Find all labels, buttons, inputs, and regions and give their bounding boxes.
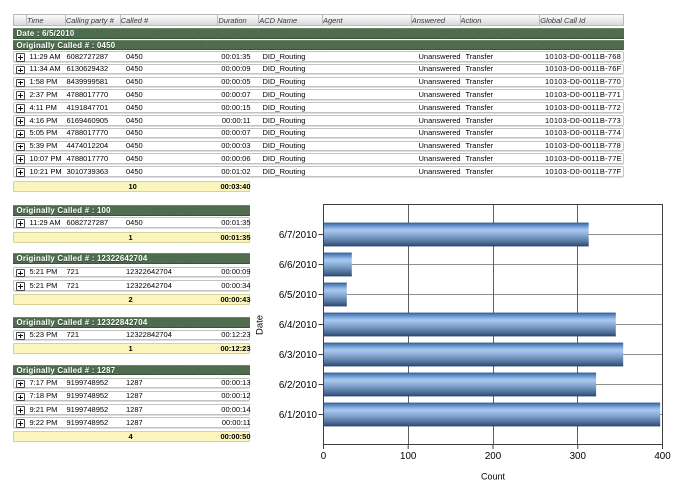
svg-text:6/7/2010: 6/7/2010 bbox=[279, 230, 318, 241]
svg-text:6/4/2010: 6/4/2010 bbox=[279, 320, 318, 331]
svg-text:0: 0 bbox=[321, 451, 327, 462]
svg-text:6/1/2010: 6/1/2010 bbox=[279, 410, 318, 421]
svg-text:6/6/2010: 6/6/2010 bbox=[279, 260, 318, 271]
svg-text:6/2/2010: 6/2/2010 bbox=[279, 380, 318, 391]
svg-text:400: 400 bbox=[654, 451, 671, 462]
svg-text:300: 300 bbox=[570, 451, 587, 462]
svg-text:6/3/2010: 6/3/2010 bbox=[279, 350, 318, 361]
svg-text:Count: Count bbox=[481, 472, 506, 482]
svg-text:100: 100 bbox=[400, 451, 417, 462]
svg-text:6/5/2010: 6/5/2010 bbox=[279, 290, 318, 301]
svg-text:Date: Date bbox=[255, 315, 266, 335]
svg-text:200: 200 bbox=[485, 451, 502, 462]
